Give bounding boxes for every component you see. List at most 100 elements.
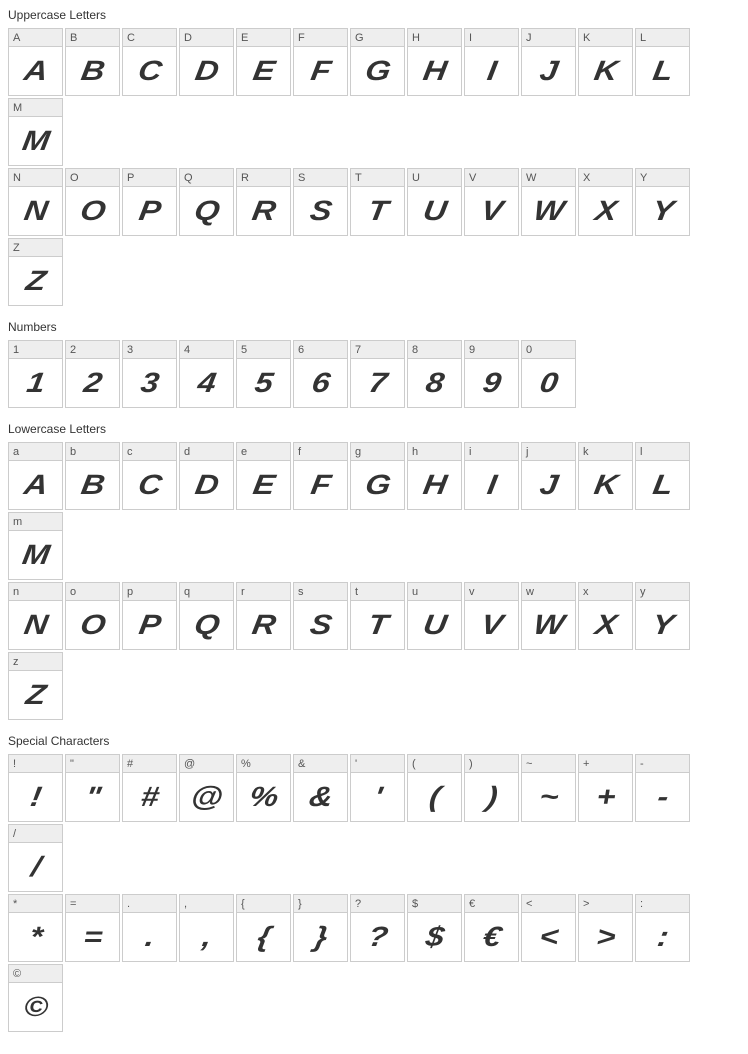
char-label: z	[9, 653, 62, 671]
char-label: b	[66, 443, 119, 461]
char-cell: aA	[8, 442, 63, 510]
char-label: (	[408, 755, 461, 773]
char-label: W	[522, 169, 575, 187]
char-cell: //	[8, 824, 63, 892]
char-cell: mM	[8, 512, 63, 580]
char-cell: BB	[65, 28, 120, 96]
char-label: e	[237, 443, 290, 461]
char-label: :	[636, 895, 689, 913]
char-cell: **	[8, 894, 63, 962]
char-label: <	[522, 895, 575, 913]
char-cell: 99	[464, 340, 519, 408]
char-cell: KK	[578, 28, 633, 96]
char-cell: CC	[122, 28, 177, 96]
char-row: !!""##@@%%&&''(())~~++--//	[8, 754, 740, 892]
char-cell: &&	[293, 754, 348, 822]
char-label: Q	[180, 169, 233, 187]
char-cell: sS	[293, 582, 348, 650]
char-label: O	[66, 169, 119, 187]
char-label: r	[237, 583, 290, 601]
char-label: }	[294, 895, 347, 913]
char-label: €	[465, 895, 518, 913]
char-label: u	[408, 583, 461, 601]
char-label: 8	[408, 341, 461, 359]
char-label: C	[123, 29, 176, 47]
char-cell: ~~	[521, 754, 576, 822]
char-cell: eE	[236, 442, 291, 510]
char-row: NNOOPPQQRRSSTTUUVVWWXXYYZZ	[8, 168, 740, 306]
char-cell: UU	[407, 168, 462, 236]
char-cell: uU	[407, 582, 462, 650]
char-label: T	[351, 169, 404, 187]
char-glyph: ©	[1, 983, 70, 1031]
char-cell: hH	[407, 442, 462, 510]
char-cell: TT	[350, 168, 405, 236]
char-cell: xX	[578, 582, 633, 650]
char-label: F	[294, 29, 347, 47]
char-cell: iI	[464, 442, 519, 510]
char-glyph: L	[628, 47, 697, 95]
char-cell: 88	[407, 340, 462, 408]
char-cell: vV	[464, 582, 519, 650]
char-cell: GG	[350, 28, 405, 96]
char-label: $	[408, 895, 461, 913]
char-label: X	[579, 169, 632, 187]
char-label: s	[294, 583, 347, 601]
char-label: c	[123, 443, 176, 461]
char-label: )	[465, 755, 518, 773]
char-label: q	[180, 583, 233, 601]
char-cell: wW	[521, 582, 576, 650]
char-glyph: Y	[628, 601, 697, 649]
char-label: o	[66, 583, 119, 601]
char-label: ,	[180, 895, 233, 913]
char-glyph: Z	[1, 671, 70, 719]
char-label: .	[123, 895, 176, 913]
char-label: @	[180, 755, 233, 773]
char-cell: fF	[293, 442, 348, 510]
char-cell: gG	[350, 442, 405, 510]
char-cell: SS	[293, 168, 348, 236]
char-cell: zZ	[8, 652, 63, 720]
char-label: *	[9, 895, 62, 913]
char-glyph: Y	[628, 187, 697, 235]
char-cell: >>	[578, 894, 633, 962]
char-cell: jJ	[521, 442, 576, 510]
char-cell: ©©	[8, 964, 63, 1032]
char-label: w	[522, 583, 575, 601]
char-label: m	[9, 513, 62, 531]
char-label: =	[66, 895, 119, 913]
char-label: ?	[351, 895, 404, 913]
char-label: x	[579, 583, 632, 601]
char-label: P	[123, 169, 176, 187]
char-row: AABBCCDDEEFFGGHHIIJJKKLLMM	[8, 28, 740, 166]
char-label: 6	[294, 341, 347, 359]
char-cell: ##	[122, 754, 177, 822]
char-label: J	[522, 29, 575, 47]
char-label: 0	[522, 341, 575, 359]
char-cell: XX	[578, 168, 633, 236]
char-cell: YY	[635, 168, 690, 236]
char-cell: %%	[236, 754, 291, 822]
char-glyph: Z	[1, 257, 70, 305]
char-label: j	[522, 443, 575, 461]
char-glyph: 0	[514, 359, 583, 407]
char-label: 9	[465, 341, 518, 359]
char-cell: €€	[464, 894, 519, 962]
char-cell: }}	[293, 894, 348, 962]
char-cell: cC	[122, 442, 177, 510]
char-label: Z	[9, 239, 62, 257]
char-glyph: M	[1, 531, 70, 579]
char-glyph: M	[1, 117, 70, 165]
char-cell: FF	[293, 28, 348, 96]
char-label: t	[351, 583, 404, 601]
char-label: +	[579, 755, 632, 773]
char-cell: ""	[65, 754, 120, 822]
char-row: nNoOpPqQrRsStTuUvVwWxXyYzZ	[8, 582, 740, 720]
char-label: #	[123, 755, 176, 773]
char-cell: PP	[122, 168, 177, 236]
section-lowercase-letters: Lowercase LettersaAbBcCdDeEfFgGhHiIjJkKl…	[8, 422, 740, 720]
section-special-characters: Special Characters!!""##@@%%&&''(())~~++…	[8, 734, 740, 1032]
char-label: L	[636, 29, 689, 47]
char-cell: 22	[65, 340, 120, 408]
char-label: v	[465, 583, 518, 601]
